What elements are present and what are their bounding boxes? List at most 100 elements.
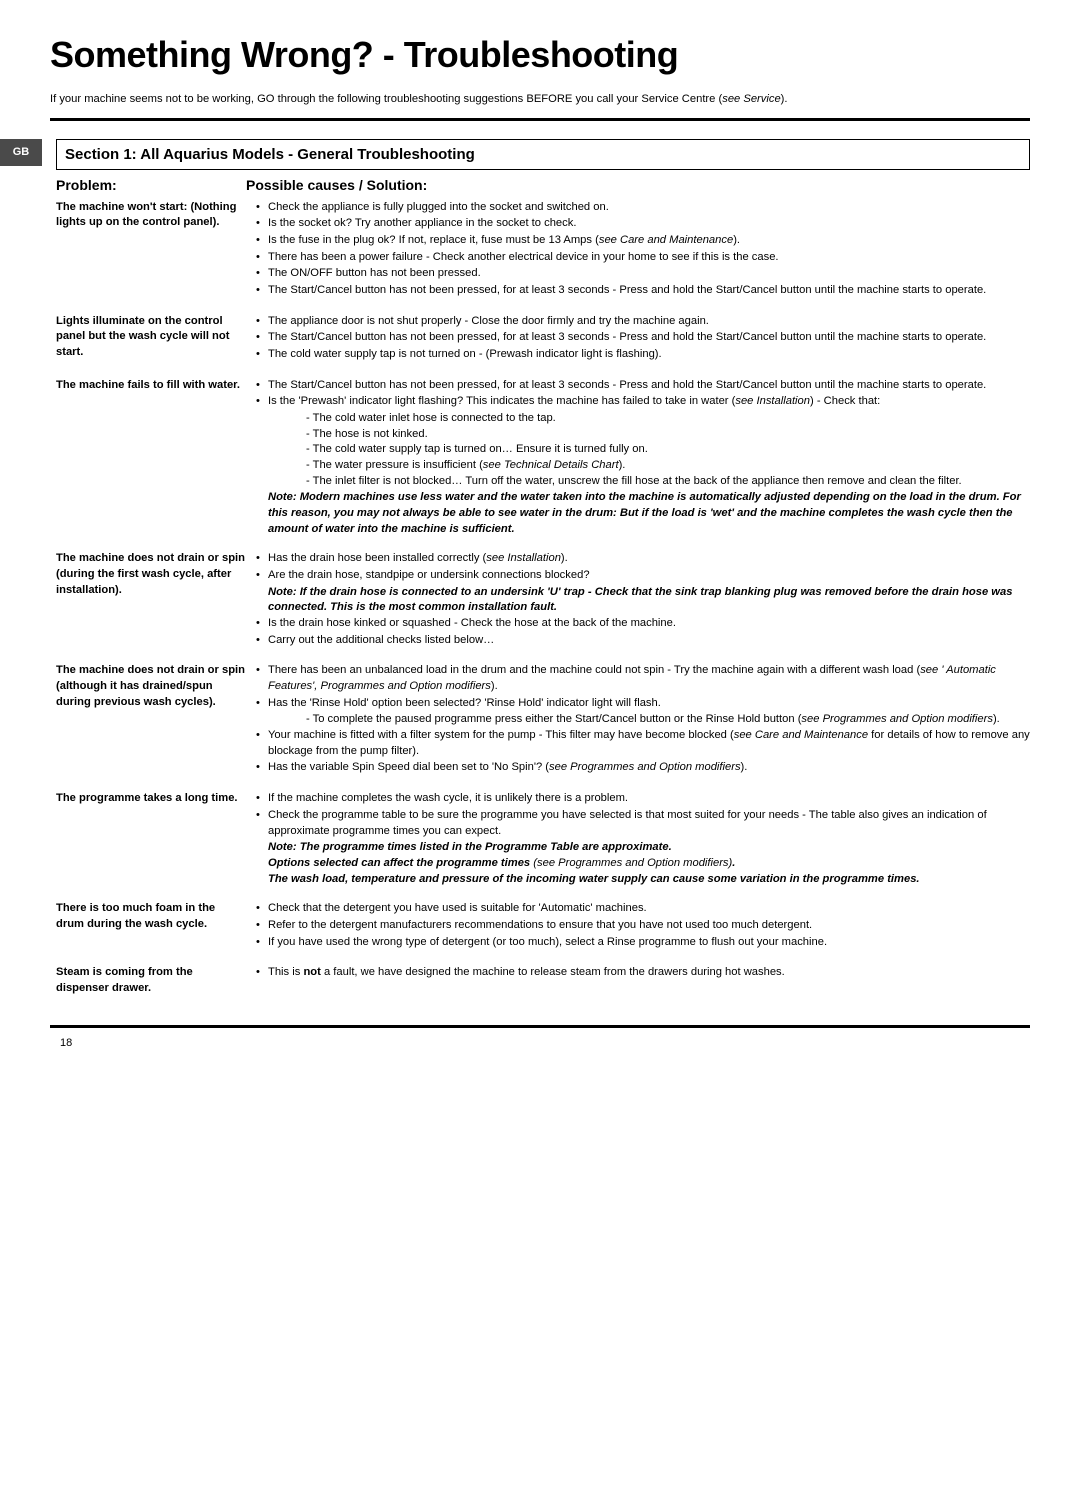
problem-label: Lights illuminate on the control panel b… xyxy=(56,314,256,364)
list-item: Are the drain hose, standpipe or undersi… xyxy=(256,568,1030,584)
solution-cell: If the machine completes the wash cycle,… xyxy=(256,791,1030,887)
t: - To complete the paused programme press… xyxy=(306,713,801,725)
intro-c: ). xyxy=(781,93,788,105)
problem-label: The machine won't start: (Nothing lights… xyxy=(56,200,256,300)
list-item: Check that the detergent you have used i… xyxy=(256,901,1030,917)
list-item: Check the appliance is fully plugged int… xyxy=(256,200,1030,216)
t: Note: The programme times listed in the … xyxy=(268,841,672,853)
list-item: Carry out the additional checks listed b… xyxy=(256,633,1030,649)
page-title: Something Wrong? - Troubleshooting xyxy=(50,30,1030,80)
t: The wash load, temperature and pressure … xyxy=(268,873,920,885)
sub-item: - The cold water inlet hose is connected… xyxy=(256,411,1030,427)
problem-label: Steam is coming from the dispenser drawe… xyxy=(56,965,256,996)
table-row: The machine fails to fill with water. Th… xyxy=(56,378,1030,538)
list-item: The Start/Cancel button has not been pre… xyxy=(256,330,1030,346)
list-item: Is the 'Prewash' indicator light flashin… xyxy=(256,394,1030,410)
sub-item: - To complete the paused programme press… xyxy=(256,712,1030,728)
list-item: The appliance door is not shut properly … xyxy=(256,314,1030,330)
note: Note: Modern machines use less water and… xyxy=(256,490,1030,537)
solution-header: Possible causes / Solution: xyxy=(246,176,427,196)
t: ). xyxy=(619,459,626,471)
t: Is the 'Prewash' indicator light flashin… xyxy=(268,395,735,407)
main-column: Section 1: All Aquarius Models - General… xyxy=(56,121,1030,1010)
table-header: Problem: Possible causes / Solution: xyxy=(56,176,1030,196)
list-item: There has been a power failure - Check a… xyxy=(256,250,1030,266)
page-number: 18 xyxy=(60,1036,1030,1051)
solution-cell: This is not a fault, we have designed th… xyxy=(256,965,1030,996)
solution-cell: Has the drain hose been installed correc… xyxy=(256,551,1030,649)
t: Is the fuse in the plug ok? If not, repl… xyxy=(268,234,599,246)
list-item: Has the variable Spin Speed dial been se… xyxy=(256,760,1030,776)
list-item: Is the drain hose kinked or squashed - C… xyxy=(256,616,1030,632)
list-item: The ON/OFF button has not been pressed. xyxy=(256,266,1030,282)
solution-cell: There has been an unbalanced load in the… xyxy=(256,663,1030,777)
t: - The water pressure is insufficient ( xyxy=(306,459,483,471)
t: ). xyxy=(733,234,740,246)
solution-cell: The Start/Cancel button has not been pre… xyxy=(256,378,1030,538)
list-item: Is the fuse in the plug ok? If not, repl… xyxy=(256,233,1030,249)
t: ). xyxy=(741,761,748,773)
t: This is xyxy=(268,966,303,978)
t: see Programmes and Option modifiers xyxy=(801,713,993,725)
solution-cell: The appliance door is not shut properly … xyxy=(256,314,1030,364)
language-tab: GB xyxy=(0,139,42,166)
sub-item: - The water pressure is insufficient (se… xyxy=(256,458,1030,474)
list-item: Is the socket ok? Try another appliance … xyxy=(256,216,1030,232)
t: see Care and Maintenance xyxy=(734,729,868,741)
list-item: Has the 'Rinse Hold' option been selecte… xyxy=(256,696,1030,712)
solution-cell: Check that the detergent you have used i… xyxy=(256,901,1030,951)
section-heading: Section 1: All Aquarius Models - General… xyxy=(56,139,1030,170)
t: see Installation xyxy=(486,552,561,564)
sub-item: - The inlet filter is not blocked… Turn … xyxy=(256,474,1030,490)
sub-item: - The hose is not kinked. xyxy=(256,427,1030,443)
list-item: This is not a fault, we have designed th… xyxy=(256,965,1030,981)
t: a fault, we have designed the machine to… xyxy=(321,966,785,978)
t: Options selected can affect the programm… xyxy=(268,857,530,869)
list-item: Refer to the detergent manufacturers rec… xyxy=(256,918,1030,934)
list-item: The Start/Cancel button has not been pre… xyxy=(256,283,1030,299)
problem-header: Problem: xyxy=(56,176,246,196)
table-row: There is too much foam in the drum durin… xyxy=(56,901,1030,951)
t: ). xyxy=(993,713,1000,725)
t: There has been an unbalanced load in the… xyxy=(268,664,920,676)
list-item: Has the drain hose been installed correc… xyxy=(256,551,1030,567)
note: Note: The programme times listed in the … xyxy=(256,840,1030,887)
table-row: The programme takes a long time. If the … xyxy=(56,791,1030,887)
t: Has the drain hose been installed correc… xyxy=(268,552,486,564)
t: Your machine is fitted with a filter sys… xyxy=(268,729,734,741)
list-item: Your machine is fitted with a filter sys… xyxy=(256,728,1030,759)
problem-label: There is too much foam in the drum durin… xyxy=(56,901,256,951)
sub-item: - The cold water supply tap is turned on… xyxy=(256,442,1030,458)
table-row: The machine does not drain or spin (alth… xyxy=(56,663,1030,777)
intro-text: If your machine seems not to be working,… xyxy=(50,92,1030,108)
bottom-rule xyxy=(50,1025,1030,1028)
note: Note: If the drain hose is connected to … xyxy=(256,585,1030,616)
t: see Programmes and Option modifiers xyxy=(537,857,729,869)
list-item: There has been an unbalanced load in the… xyxy=(256,663,1030,694)
t: Has the variable Spin Speed dial been se… xyxy=(268,761,549,773)
problem-label: The machine does not drain or spin (duri… xyxy=(56,551,256,649)
list-item: Check the programme table to be sure the… xyxy=(256,808,1030,839)
problem-label: The machine does not drain or spin (alth… xyxy=(56,663,256,777)
intro-a: If your machine seems not to be working,… xyxy=(50,93,722,105)
table-row: The machine won't start: (Nothing lights… xyxy=(56,200,1030,300)
t: ). xyxy=(491,680,498,692)
table-row: Steam is coming from the dispenser drawe… xyxy=(56,965,1030,996)
list-item: If the machine completes the wash cycle,… xyxy=(256,791,1030,807)
list-item: The Start/Cancel button has not been pre… xyxy=(256,378,1030,394)
content-wrap: GB Section 1: All Aquarius Models - Gene… xyxy=(50,121,1030,1010)
t: see Care and Maintenance xyxy=(599,234,733,246)
t: see Installation xyxy=(735,395,810,407)
list-item: If you have used the wrong type of deter… xyxy=(256,935,1030,951)
problem-label: The programme takes a long time. xyxy=(56,791,256,887)
list-item: The cold water supply tap is not turned … xyxy=(256,347,1030,363)
t: ). xyxy=(561,552,568,564)
t: ) - Check that: xyxy=(810,395,880,407)
problem-label: The machine fails to fill with water. xyxy=(56,378,256,538)
table-row: Lights illuminate on the control panel b… xyxy=(56,314,1030,364)
intro-b: see Service xyxy=(722,93,780,105)
solution-cell: Check the appliance is fully plugged int… xyxy=(256,200,1030,300)
t: not xyxy=(303,966,320,978)
t: see Programmes and Option modifiers xyxy=(549,761,741,773)
table-row: The machine does not drain or spin (duri… xyxy=(56,551,1030,649)
